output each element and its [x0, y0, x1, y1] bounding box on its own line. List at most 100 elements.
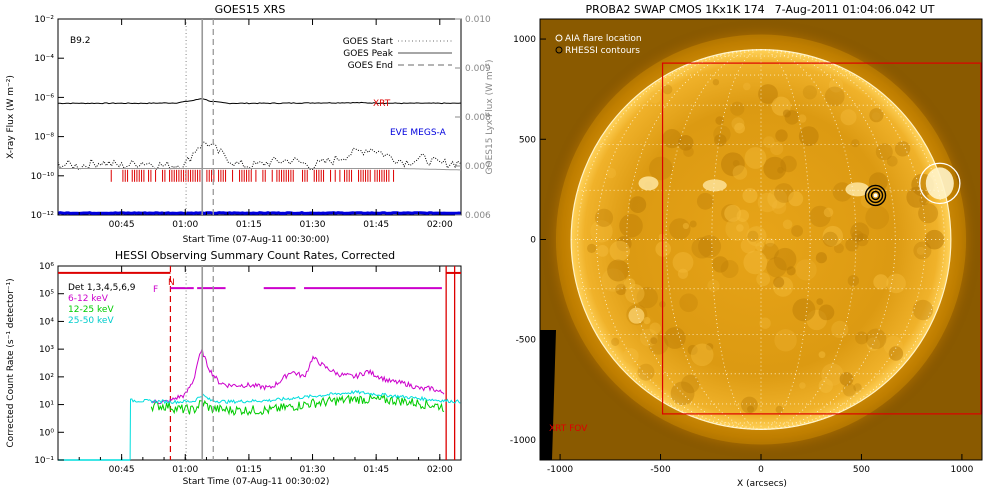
solar-texture-blob: [636, 286, 658, 309]
solar-texture-blob: [741, 396, 758, 414]
solar-texture-blob: [623, 348, 639, 364]
solar-texture-blob: [818, 351, 826, 359]
solar-texture-blob: [763, 156, 787, 180]
solar-texture-blob: [672, 252, 694, 273]
solar-texture-blob: [771, 199, 787, 215]
swap-y-tick-label: 500: [519, 135, 536, 145]
heliographic-grid: [571, 49, 951, 430]
swap-title: PROBA2 SWAP CMOS 1Kx1K 174 7-Aug-2011 01:…: [586, 3, 935, 16]
solar-texture-blob: [730, 101, 745, 116]
solar-texture-blob: [677, 268, 689, 279]
solar-texture-blob: [845, 238, 859, 252]
xrt-series-label: XRT: [373, 99, 391, 109]
solar-texture-blob: [732, 160, 740, 167]
hessi-series-group: [58, 348, 461, 461]
goes-y-tick-label: 10⁻⁸: [34, 133, 54, 143]
solar-texture-blob: [924, 229, 945, 250]
active-region: [845, 182, 870, 197]
hessi-tick-group: 00:45 01:00 01:15 01:30 01:45 02:00 10⁶ 10⁵ 10⁴ 1…: [34, 262, 462, 475]
solar-texture-blob: [886, 273, 906, 294]
active-region: [628, 307, 645, 324]
solar-texture-blob: [792, 298, 816, 322]
solar-texture-blob: [851, 230, 864, 243]
solar-texture-blob: [609, 240, 630, 262]
swap-legend: AIA flare location RHESSI contours: [555, 34, 642, 56]
solar-texture-blob: [798, 126, 819, 147]
solar-texture-blob: [747, 230, 759, 242]
solar-texture-blob: [696, 192, 714, 210]
xrt-fov-box: [661, 62, 982, 415]
hessi-x-axis-title: Start Time (07-Aug-11 00:30:02): [183, 477, 330, 487]
legend-goes-peak-label: GOES Peak: [343, 49, 393, 59]
swap-x-tick-label: 500: [853, 465, 870, 475]
solar-texture-blob: [658, 233, 665, 240]
solar-texture-blob: [590, 220, 613, 243]
goes-y-tick-label: 10⁻²: [34, 15, 54, 25]
solar-texture-blob: [850, 222, 870, 242]
solar-texture-blob: [687, 344, 698, 356]
goes-x-tick-label: 01:00: [172, 220, 198, 230]
legend-goes-end-label: GOES End: [348, 61, 393, 71]
swap-tick-group: -1000 -500 0 500 1000 1000 500 0 -500 -1000: [510, 35, 974, 475]
swap-y-tick-label: -500: [516, 336, 537, 346]
solar-texture-blob: [791, 225, 803, 237]
solar-texture-blob: [773, 276, 785, 288]
solar-texture-blob: [759, 317, 771, 329]
goes-x-tick-label: 01:15: [236, 220, 262, 230]
solar-texture-blob: [669, 218, 691, 240]
grid-longitude: [760, 49, 896, 430]
active-region: [638, 176, 659, 191]
solar-texture-blob: [865, 205, 890, 230]
goes-y-tick-label: 10⁻⁴: [34, 54, 54, 64]
hessi-series-2: [129, 389, 461, 461]
solar-texture-blob: [649, 322, 661, 334]
solar-texture-blob: [906, 186, 928, 208]
solar-texture-blob: [720, 260, 739, 278]
solar-texture-blob: [747, 405, 755, 413]
swap-y-tick-label: -1000: [510, 436, 536, 446]
solar-texture-blob: [763, 136, 775, 148]
rhessi-contour-core: [873, 193, 878, 198]
xrt-fov-label: XRT FOV: [549, 424, 588, 434]
solar-texture-blob: [886, 155, 898, 167]
swap-x-axis-title: X (arcsecs): [737, 479, 787, 489]
solar-texture-blob: [624, 278, 636, 290]
solar-disk: [571, 49, 951, 430]
hessi-flare-flag-label: F: [153, 285, 158, 295]
rhessi-contour: [867, 187, 884, 204]
solar-texture-blob: [833, 243, 844, 254]
solar-texture-blob: [831, 320, 849, 338]
swap-x-tick-label: 1000: [950, 465, 973, 475]
grid-longitude: [626, 49, 762, 430]
solar-texture-blob: [842, 383, 857, 397]
hessi-night-flag-label: N: [168, 278, 175, 288]
solar-texture-blob: [689, 220, 697, 228]
hessi-legend: Det 1,3,4,5,6,9 6-12 keV 12-25 keV 25-50…: [68, 283, 136, 326]
hessi-legend-title: Det 1,3,4,5,6,9: [68, 283, 136, 293]
hessi-y-tick-label: 10⁰: [39, 428, 54, 438]
hessi-y-tick-label: 10¹: [39, 401, 54, 411]
legend-aia-label: AIA flare location: [565, 34, 642, 44]
goes-y-axis-title: X-ray Flux (W m⁻²): [6, 75, 16, 159]
solar-texture-blob: [913, 241, 932, 260]
swap-y-tick-label: 0: [530, 236, 536, 246]
legend-25-50kev: 25-50 keV: [68, 316, 114, 326]
goes-right-tick-label: 0.006: [465, 211, 491, 221]
solar-texture-blob: [871, 112, 881, 121]
solar-texture-blob: [816, 298, 824, 305]
solar-texture-blob: [840, 109, 857, 126]
solar-texture-blob: [721, 152, 745, 177]
solar-texture-blob: [828, 78, 844, 93]
solar-texture-blob: [756, 272, 771, 287]
solar-texture-blob: [663, 327, 686, 349]
solar-texture-blob: [818, 304, 835, 321]
goes-y-tick-label: 10⁻¹⁰: [31, 172, 55, 182]
legend-12-25kev: 12-25 keV: [68, 305, 114, 315]
hessi-y-axis-title: Corrected Count Rate (s⁻¹ detector⁻¹): [6, 278, 16, 447]
goes-title: GOES15 XRS: [215, 3, 286, 16]
solar-texture-blob: [869, 108, 884, 123]
solar-texture-blob: [809, 205, 831, 228]
legend-rhessi-label: RHESSI contours: [565, 46, 640, 56]
hessi-y-tick-label: 10²: [39, 373, 54, 383]
solar-texture-blob: [782, 219, 793, 230]
